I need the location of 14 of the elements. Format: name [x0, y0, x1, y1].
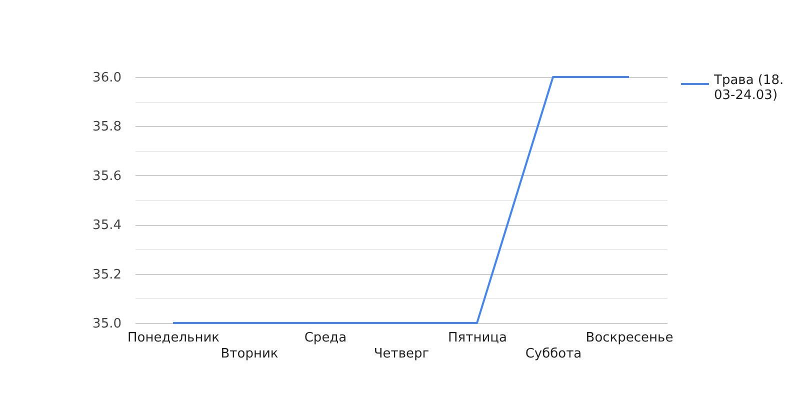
y-tick-label: 35.2 [92, 267, 122, 282]
y-tick-label: 35.6 [92, 168, 122, 184]
x-tick-label: Воскресенье [586, 330, 674, 346]
x-tick-label: Среда [304, 330, 347, 346]
y-tick-label: 35.8 [92, 120, 122, 135]
x-tick-label: Суббота [525, 346, 582, 362]
y-tick-label: 35.0 [92, 316, 122, 332]
legend-label: Трава (18.03-24.03) [713, 73, 784, 103]
y-tick-label: 36.0 [92, 70, 122, 86]
x-tick-label: Вторник [220, 346, 278, 362]
x-tick-label: Пятница [448, 330, 507, 346]
x-tick-label: Понедельник [128, 330, 220, 346]
y-tick-label: 35.4 [92, 218, 122, 234]
x-tick-label: Четверг [374, 346, 430, 362]
